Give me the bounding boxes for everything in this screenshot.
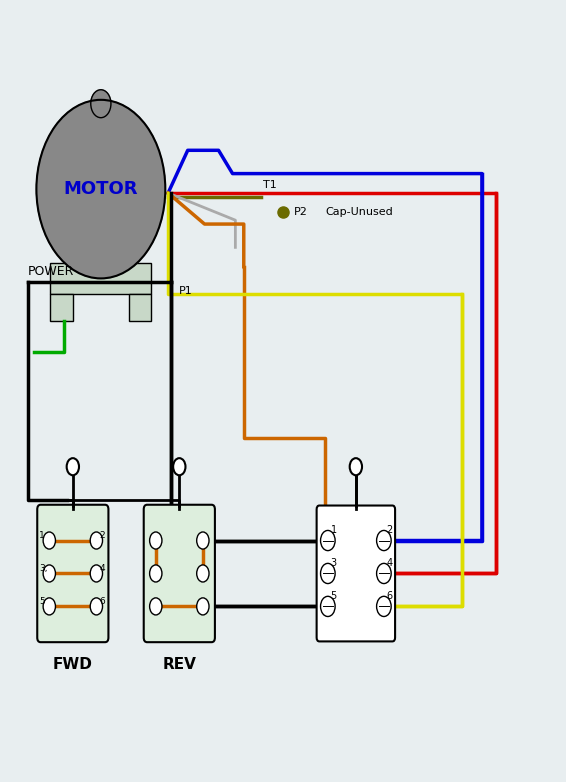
Circle shape (43, 598, 55, 615)
Circle shape (149, 565, 162, 582)
Circle shape (197, 565, 209, 582)
Text: P2: P2 (294, 207, 308, 217)
Text: 6: 6 (387, 591, 393, 601)
Circle shape (320, 597, 335, 616)
Text: POWER: POWER (28, 265, 74, 278)
FancyBboxPatch shape (37, 504, 109, 642)
Circle shape (376, 530, 391, 551)
FancyBboxPatch shape (129, 294, 151, 321)
Text: MOTOR: MOTOR (63, 180, 138, 198)
Circle shape (197, 532, 209, 549)
Text: FWD: FWD (53, 657, 93, 672)
FancyBboxPatch shape (144, 504, 215, 642)
Circle shape (350, 458, 362, 475)
Circle shape (320, 530, 335, 551)
Text: 2: 2 (99, 531, 105, 540)
Text: 3,: 3, (39, 565, 48, 573)
Circle shape (149, 598, 162, 615)
Text: Cap-Unused: Cap-Unused (325, 207, 393, 217)
Text: T1: T1 (263, 180, 277, 190)
Circle shape (67, 458, 79, 475)
Circle shape (173, 458, 186, 475)
Circle shape (197, 598, 209, 615)
Text: 5: 5 (331, 591, 337, 601)
Circle shape (90, 565, 102, 582)
Text: 5: 5 (39, 597, 45, 606)
Circle shape (91, 90, 111, 118)
Circle shape (90, 532, 102, 549)
FancyBboxPatch shape (50, 263, 151, 294)
Text: 4: 4 (99, 565, 105, 573)
Circle shape (90, 598, 102, 615)
Text: P1: P1 (179, 286, 193, 296)
Text: 4: 4 (387, 558, 393, 568)
Circle shape (376, 597, 391, 616)
Circle shape (43, 532, 55, 549)
Circle shape (376, 563, 391, 583)
Text: 1: 1 (331, 525, 337, 535)
FancyBboxPatch shape (50, 294, 73, 321)
Text: REV: REV (162, 657, 196, 672)
Circle shape (320, 563, 335, 583)
Circle shape (36, 100, 165, 278)
Circle shape (149, 532, 162, 549)
Text: 1: 1 (39, 531, 45, 540)
Text: 2: 2 (387, 525, 393, 535)
Text: 6: 6 (99, 597, 105, 606)
Circle shape (43, 565, 55, 582)
FancyBboxPatch shape (316, 505, 395, 641)
Text: 3: 3 (331, 558, 337, 568)
